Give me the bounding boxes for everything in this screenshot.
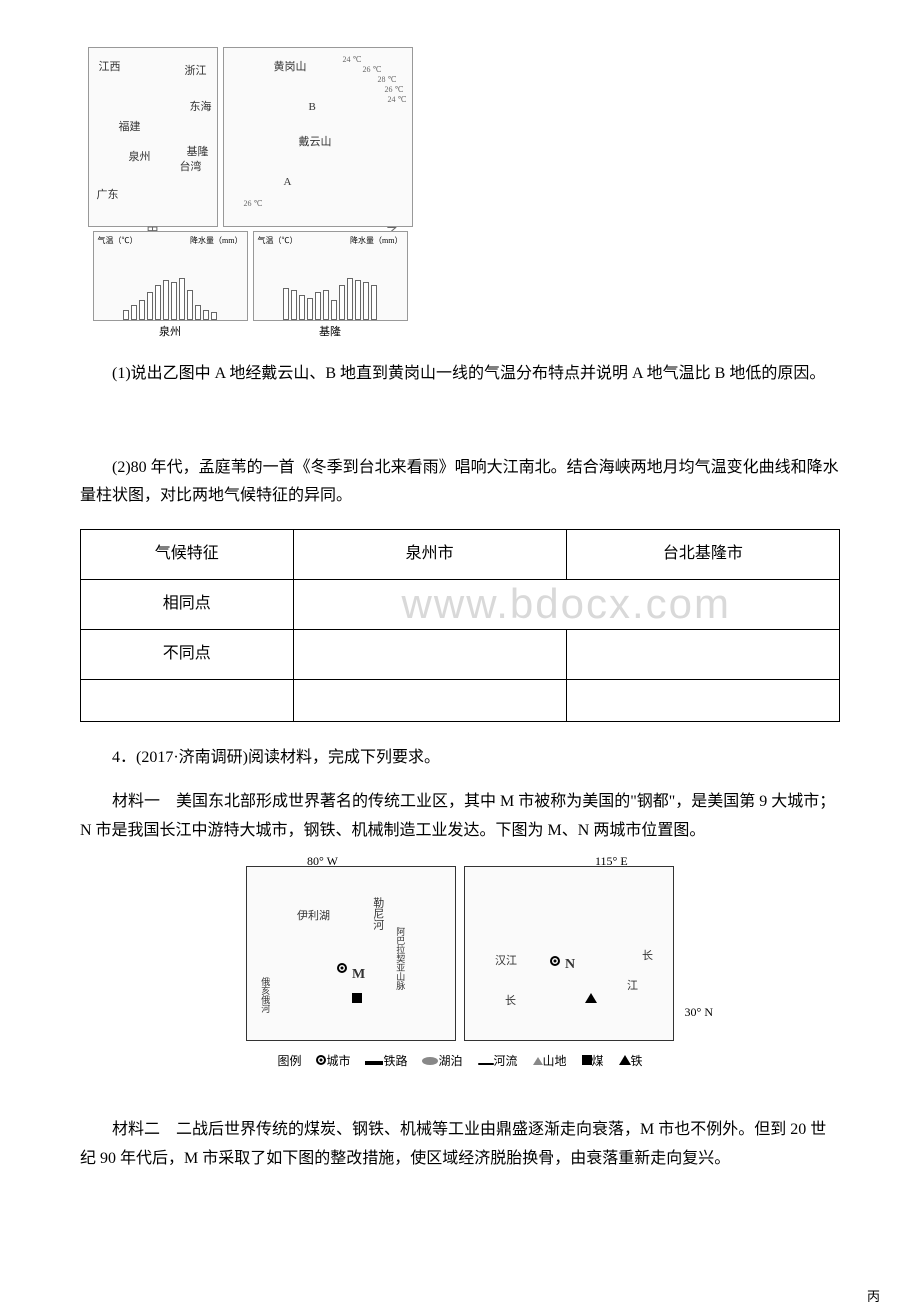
legend-mountain: 山地 [533, 1054, 567, 1068]
chart-quanzhou: 气温（℃） 降水量（mm） [93, 231, 248, 321]
axis-temp-qz: 气温（℃） [98, 234, 138, 248]
legend-river: 河流 [478, 1054, 518, 1068]
city-map-n: 115° E 30° N 汉江 长 长 江 N [464, 866, 674, 1041]
feature-hanjiang: 汉江 [495, 952, 517, 972]
feature-ohio: 俄亥俄河 [257, 977, 273, 1013]
chart-jilong-label: 基隆 [253, 323, 408, 343]
axis-temp-jl: 气温（℃） [258, 234, 298, 248]
row-same-content: www.bdocx.com [293, 579, 839, 629]
row-diff-label: 不同点 [81, 629, 294, 679]
legend-label: 图例 [277, 1054, 301, 1068]
feature-erie: 伊利湖 [297, 907, 330, 927]
place-guangdong: 广东 [97, 186, 119, 206]
legend-lake: 湖泊 [422, 1054, 462, 1068]
lon-n-label: 115° E [595, 851, 628, 873]
map-row-top: 江西 浙江 东海 福建 泉州 基隆 台湾 广东 甲 黄岗山 B 戴云山 A 24… [88, 47, 413, 227]
axis-precip-qz: 降水量（mm） [190, 234, 242, 248]
place-fujian: 福建 [119, 118, 141, 138]
point-a: A [284, 173, 292, 193]
chart-quanzhou-wrap: 气温（℃） 降水量（mm） 泉州 [93, 231, 248, 343]
watermark-text: www.bdocx.com [402, 567, 731, 643]
iso-24-2: 24 ℃ [388, 93, 407, 107]
feature-changjiang2: 长 [505, 992, 516, 1012]
table-row-same: 相同点 www.bdocx.com [81, 579, 840, 629]
axis-precip-jl: 降水量（mm） [350, 234, 402, 248]
point-b: B [309, 98, 316, 118]
material-1-text: 材料一 美国东北部形成世界著名的传统工业区，其中 M 市被称为美国的"钢都"，是… [80, 788, 840, 846]
chart-quanzhou-label: 泉州 [93, 323, 248, 343]
place-donghai: 东海 [190, 98, 212, 118]
feature-changjiang1: 长 [642, 947, 653, 967]
chart-row: 气温（℃） 降水量（mm） 泉州 气温（℃） 降水量（mm） [93, 231, 408, 343]
figure-1-container: 江西 浙江 东海 福建 泉州 基隆 台湾 广东 甲 黄岗山 B 戴云山 A 24… [80, 50, 840, 340]
material-2-text: 材料二 二战后世界传统的煤炭、钢铁、机械等工业由鼎盛逐渐走向衰落，M 市也不例外… [80, 1116, 840, 1174]
legend-coal: 煤 [582, 1054, 604, 1068]
city-n-label: N [565, 952, 575, 977]
city-n-marker [550, 955, 560, 973]
map-jia: 江西 浙江 东海 福建 泉州 基隆 台湾 广东 甲 [88, 47, 218, 227]
lat-n-label: 30° N [685, 1002, 713, 1024]
place-zhejiang: 浙江 [185, 62, 207, 82]
row-empty-3 [566, 679, 839, 721]
map-yi: 黄岗山 B 戴云山 A 24 ℃ 26 ℃ 28 ℃ 26 ℃ 24 ℃ 26 … [223, 47, 413, 227]
chart-jilong: 气温（℃） 降水量（mm） [253, 231, 408, 321]
feature-leniriver: 勒尼河 [367, 897, 387, 930]
row-empty-2 [293, 679, 566, 721]
place-jiangxi: 江西 [99, 58, 121, 78]
climate-comparison-table: 气候特征 泉州市 台北基隆市 相同点 www.bdocx.com 不同点 [80, 529, 840, 721]
climate-table-wrapper: 气候特征 泉州市 台北基隆市 相同点 www.bdocx.com 不同点 [80, 529, 840, 721]
place-taiwan: 台湾 [180, 158, 202, 178]
dual-map-row: 80° W 40° N 伊利湖 勒尼河 阿巴拉契亚山脉 俄亥俄河 M 115° … [235, 866, 685, 1041]
question-4-header: 4．(2017·济南调研)阅读材料，完成下列要求。 [80, 744, 840, 773]
header-climate-feature: 气候特征 [81, 530, 294, 580]
lon-m-label: 80° W [307, 851, 338, 873]
city-map-m: 80° W 40° N 伊利湖 勒尼河 阿巴拉契亚山脉 俄亥俄河 M [246, 866, 456, 1041]
feature-changjiang3: 江 [627, 977, 638, 997]
bars-jl [254, 260, 407, 320]
coal-m-marker [352, 992, 362, 1010]
question-2-text: (2)80 年代，孟庭苇的一首《冬季到台北来看雨》唱响大江南北。结合海峡两地月均… [80, 454, 840, 512]
place-huanggang: 黄岗山 [274, 58, 307, 78]
figure-2-container: 80° W 40° N 伊利湖 勒尼河 阿巴拉契亚山脉 俄亥俄河 M 115° … [80, 866, 840, 1096]
bars-qz [94, 260, 247, 320]
figure-1-map-group: 江西 浙江 东海 福建 泉州 基隆 台湾 广东 甲 黄岗山 B 戴云山 A 24… [80, 50, 420, 340]
figure-2-map-group: 80° W 40° N 伊利湖 勒尼河 阿巴拉契亚山脉 俄亥俄河 M 115° … [235, 866, 685, 1096]
city-m-label: M [352, 962, 365, 987]
question-1-text: (1)说出乙图中 A 地经戴云山、B 地直到黄岗山一线的气温分布特点并说明 A … [80, 360, 840, 389]
city-m-marker [337, 962, 347, 980]
chart-bing-label: 丙 [867, 1285, 880, 1308]
iso-24-1: 24 ℃ [343, 53, 362, 67]
place-quanzhou: 泉州 [129, 148, 151, 168]
row-same-label: 相同点 [81, 579, 294, 629]
feature-appalachia: 阿巴拉契亚山脉 [392, 927, 408, 990]
iron-n-marker [585, 992, 597, 1010]
row-empty-1 [81, 679, 294, 721]
legend-rail: 铁路 [365, 1054, 407, 1068]
iso-26-3: 26 ℃ [244, 197, 263, 211]
legend-row: 图例 城市 铁路 湖泊 河流 山地 煤 铁 [235, 1051, 685, 1073]
place-daiyun: 戴云山 [299, 133, 332, 153]
legend-iron: 铁 [619, 1054, 643, 1068]
chart-jilong-wrap: 气温（℃） 降水量（mm） 基隆 [253, 231, 408, 343]
legend-city: 城市 [316, 1054, 350, 1068]
table-row-empty [81, 679, 840, 721]
